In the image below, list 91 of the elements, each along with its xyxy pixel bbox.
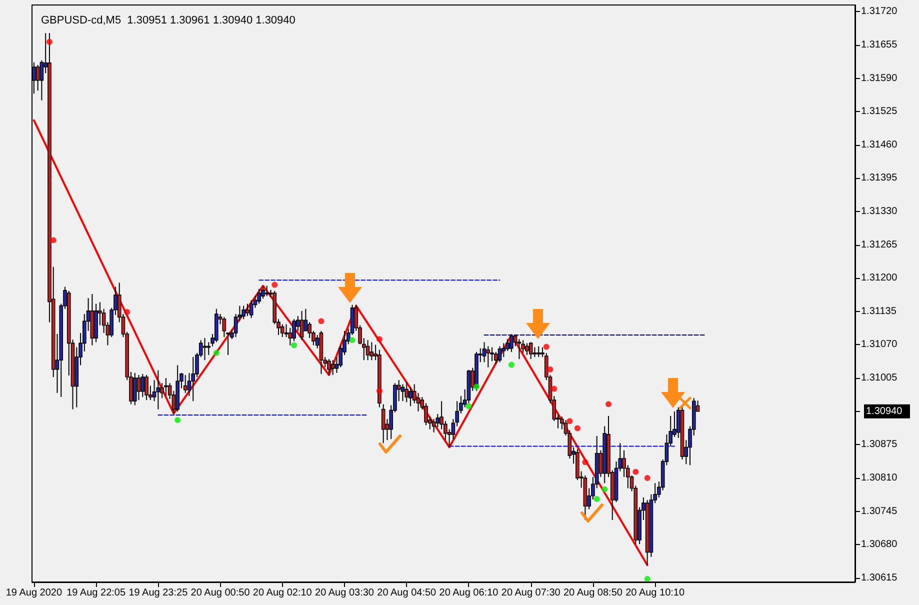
x-tick-label: 20 Aug 06:10 (439, 588, 499, 598)
candlestick (400, 384, 405, 402)
x-tick-label: 20 Aug 08:50 (563, 588, 623, 598)
candlestick (140, 373, 145, 398)
candlestick (242, 305, 246, 320)
y-tick-label: 1.31395 (861, 172, 898, 184)
line-series (32, 119, 648, 566)
candlestick (284, 324, 288, 338)
y-tick-label: 1.31070 (861, 339, 898, 350)
x-tick-label: 20 Aug 10:10 (626, 588, 685, 598)
text: GBPUSD-cd,M5 1.30951 1.30961 1.30940 1.30940 (41, 14, 296, 26)
x-tick-label: 20 Aug 03:30 (315, 588, 374, 598)
y-tick-label: 1.31590 (861, 72, 898, 84)
candlestick (381, 404, 386, 444)
candlestick (525, 342, 529, 356)
candlestick (532, 346, 537, 358)
candlestick (528, 342, 533, 360)
point (50, 237, 56, 244)
y-tick-label: 1.31460 (861, 139, 898, 150)
point (272, 282, 278, 288)
candlestick (191, 356, 196, 402)
point (582, 459, 588, 466)
candlestick (510, 334, 514, 352)
point (543, 344, 550, 350)
candlestick (144, 374, 148, 401)
point (594, 496, 600, 502)
point (291, 342, 298, 348)
point (602, 486, 608, 492)
y-tick-label: 1.31720 (861, 6, 898, 18)
candlestick (300, 310, 304, 341)
candlestick (164, 378, 168, 396)
candlestick (136, 374, 141, 401)
candlestick (486, 346, 490, 368)
candlestick (132, 372, 137, 406)
point (213, 350, 220, 356)
y-tick-label: 1.31525 (861, 106, 898, 118)
point (547, 366, 554, 372)
point (376, 336, 382, 342)
x-tick-label: 19 Aug 2020 (6, 588, 62, 598)
candlestick (370, 342, 374, 361)
candlestick (156, 370, 160, 410)
point (376, 388, 382, 394)
y-tick-label: 1.31655 (861, 39, 898, 50)
point (574, 425, 580, 432)
y-tick-label: 1.30875 (861, 439, 898, 450)
x-tick-label: 20 Aug 02:10 (252, 588, 312, 598)
candlestick (494, 351, 498, 365)
candlestick (330, 360, 335, 376)
candlestick (264, 285, 269, 297)
x-tick-label: 20 Aug 00:50 (190, 588, 250, 598)
candlestick (498, 346, 502, 363)
point (632, 468, 639, 475)
y-tick-label: 1.31005 (861, 372, 898, 384)
point (349, 337, 356, 344)
point (318, 318, 324, 324)
candlestick (327, 358, 331, 376)
x-tick-label: 20 Aug 07:30 (501, 588, 561, 598)
candlestick (249, 300, 254, 319)
point (508, 362, 514, 368)
y-tick-label: 1.31330 (861, 206, 898, 218)
candlestick (536, 346, 541, 358)
point (466, 403, 472, 410)
point (174, 417, 181, 424)
point (124, 308, 130, 315)
x-tick-label: 19 Aug 22:05 (66, 588, 126, 598)
point (566, 418, 573, 424)
candlestick (36, 64, 40, 92)
point (644, 576, 650, 582)
candlestick (404, 382, 409, 403)
x-tick-label: 19 Aug 23:25 (128, 588, 188, 598)
y-tick-label: 1.30810 (861, 472, 898, 484)
candlestick (257, 288, 261, 304)
candlestick (246, 303, 250, 317)
point (644, 474, 650, 481)
point (605, 401, 612, 408)
y-tick-label: 1.30680 (861, 539, 898, 550)
y-tick-label: 1.31200 (861, 272, 898, 284)
y-tick-label: 1.31135 (861, 306, 897, 317)
candlestick (292, 318, 296, 342)
y-tick-label: 1.30615 (861, 572, 898, 584)
y-tick-label: 1.30745 (861, 506, 898, 517)
point (474, 384, 480, 390)
y-tick-label: 1.31265 (861, 239, 898, 250)
text: 1.30940 (866, 406, 903, 417)
x-tick-label: 20 Aug 04:50 (377, 588, 437, 598)
point (551, 386, 558, 392)
candlestick (261, 285, 265, 300)
point (46, 38, 52, 45)
candlestick (366, 340, 370, 361)
candlestick (502, 342, 506, 358)
candlestick (222, 316, 226, 338)
